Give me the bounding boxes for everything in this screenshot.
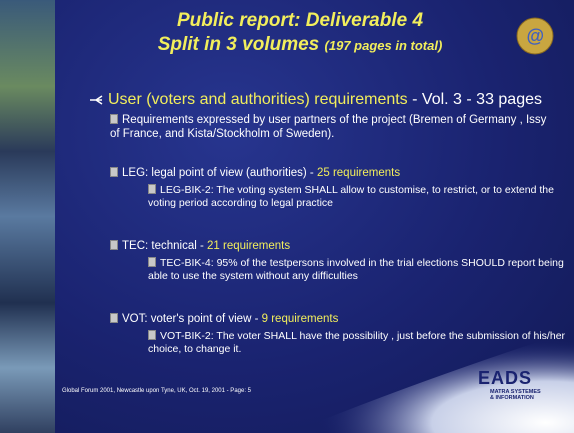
bullet-icon [110, 114, 118, 124]
heading: User (voters and authorities) requiremen… [108, 91, 542, 109]
bullet-icon [110, 240, 118, 250]
bullet-icon [110, 313, 118, 323]
item-count: 21 requirements [207, 240, 290, 252]
title-line2: Split in 3 volumes (197 pages in total) [80, 34, 520, 56]
title-text: Split in 3 volumes [158, 34, 320, 55]
company-logo: EADS MATRA SYSTEMES & INFORMATION [478, 368, 558, 401]
heading-rest: - Vol. 3 - 33 pages [412, 91, 542, 108]
item: TEC: technical - 21 requirements [110, 239, 550, 253]
item: Requirements expressed by user partners … [110, 113, 550, 141]
logo-line2: & INFORMATION [490, 395, 558, 401]
item: VOT: voter's point of view - 9 requireme… [110, 312, 550, 326]
bullet-icon [148, 257, 156, 267]
item-label: VOT: voter's point of view - [122, 313, 258, 325]
title-line1: Public report: Deliverable 4 [80, 10, 520, 32]
slide: @ Public report: Deliverable 4 Split in … [0, 0, 574, 433]
sub-text: TEC-BIK-4: 95% of the testpersons involv… [148, 257, 564, 282]
heading-highlight: User (voters and authorities) requiremen… [108, 91, 408, 108]
logo-name: EADS [478, 368, 558, 389]
logo-icon-mark: @ [526, 26, 544, 46]
item: LEG: legal point of view (authorities) -… [110, 166, 550, 180]
sub-item: LEG-BIK-2: The voting system SHALL allow… [148, 184, 566, 210]
sub-item: VOT-BIK-2: The voter SHALL have the poss… [148, 330, 566, 356]
bullet-icon [148, 184, 156, 194]
photo-strip [0, 0, 55, 433]
item-label: TEC: technical - [122, 240, 204, 252]
item-count: 9 requirements [262, 313, 339, 325]
bullet-icon [148, 330, 156, 340]
sub-item: TEC-BIK-4: 95% of the testpersons involv… [148, 257, 566, 283]
arrow-icon [90, 96, 102, 104]
bullet-icon [110, 167, 118, 177]
item-count: 25 requirements [317, 167, 400, 179]
title-note: (197 pages in total) [325, 38, 443, 53]
sub-text: LEG-BIK-2: The voting system SHALL allow… [148, 184, 554, 209]
sub-text: VOT-BIK-2: The voter SHALL have the poss… [148, 330, 565, 355]
footer: Global Forum 2001, Newcastle upon Tyne, … [62, 388, 251, 394]
item-label: LEG: legal point of view (authorities) - [122, 167, 314, 179]
item-label: Requirements expressed by user partners … [110, 114, 546, 140]
